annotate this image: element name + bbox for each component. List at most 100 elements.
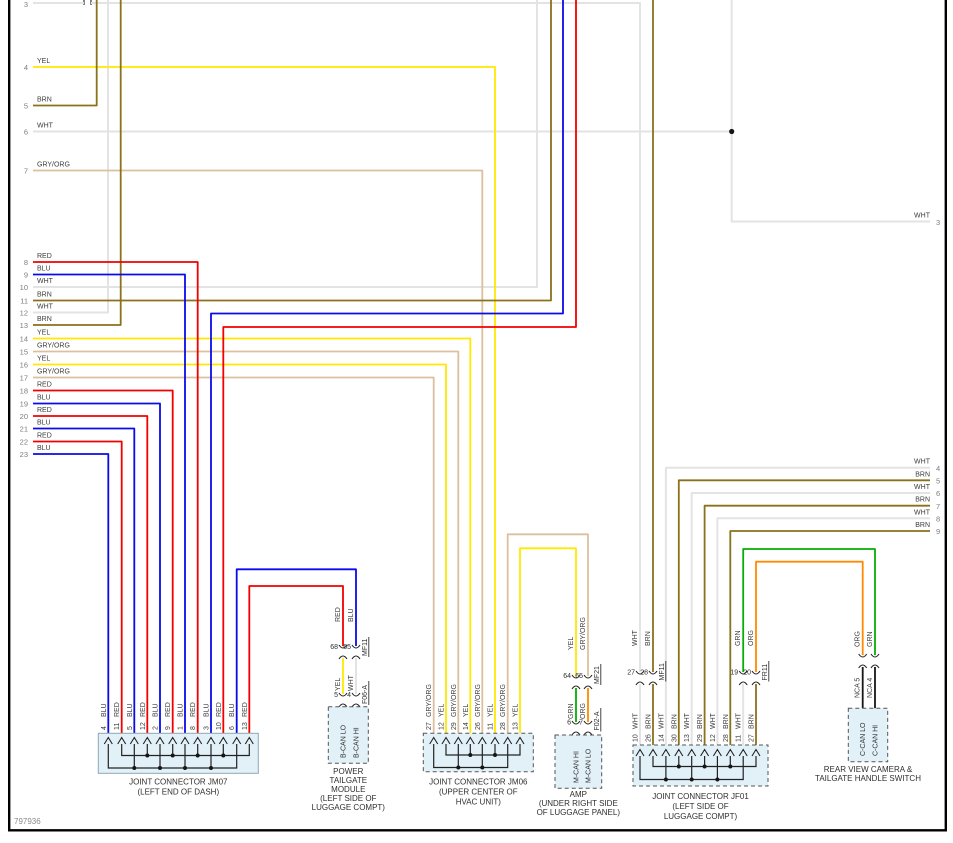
right-wire-color: WHT <box>914 459 931 466</box>
jf01-pin-color: BRN <box>646 714 653 729</box>
jm06-box <box>422 732 534 773</box>
bus-dot <box>195 753 200 758</box>
wire-jm07-6-mf11 <box>235 568 357 733</box>
amp-module: M-CAN HI M-CAN LO AMP (UNDER RIGHT SIDE … <box>537 734 620 817</box>
wires <box>33 0 930 745</box>
left-wire-color: BRN <box>37 316 52 323</box>
jm06-pin-number: 29 <box>451 722 458 730</box>
left-wire-color: YEL <box>37 330 50 337</box>
bus-dot <box>663 777 668 782</box>
jf01-pin-number: 14 <box>658 734 665 742</box>
wire-left-16 <box>33 363 447 733</box>
bus-dot <box>132 766 137 770</box>
wire-left-3b <box>91 2 641 672</box>
right-wire-color: WHT <box>914 509 931 516</box>
jm07-pin-number: 6 <box>229 726 236 730</box>
wire-jm07-13-mf11 <box>248 585 344 733</box>
jm07-pin-number: 5 <box>127 726 134 730</box>
jm07-pin-color: BLU <box>178 703 185 717</box>
jm06-pin-number: 13 <box>513 722 520 730</box>
bus-dot <box>702 764 707 769</box>
bus-dot <box>480 765 485 770</box>
jf01-pin-color: WHT <box>736 712 743 729</box>
wire-color-label: GRY/ORG <box>580 617 587 650</box>
left-wire-number: 4 <box>24 63 28 72</box>
mf11-right-pin: 28 <box>640 670 648 677</box>
ptm-caption: (LEFT SIDE OF <box>320 794 376 803</box>
jm07-pin-color: BLU <box>229 703 236 717</box>
wire-left-21 <box>33 427 136 733</box>
nca-pin-label: NCA 5 <box>855 678 862 698</box>
amp-caption: (UNDER RIGHT SIDE <box>539 799 618 808</box>
wire-right-3 <box>730 0 930 223</box>
f02a-symbols <box>571 720 593 736</box>
wire-right-8 <box>716 517 930 745</box>
wire-color-label: WHT <box>632 629 639 646</box>
connector-mf21: YEL GRY/ORG 64 65 MF21 GRN ORG <box>563 617 602 719</box>
wire-color-label: ORG <box>580 703 587 719</box>
jm07-pin-color: BLU <box>127 703 134 717</box>
jm06-pin-color: YEL <box>488 704 495 717</box>
nca-symbols <box>858 653 880 669</box>
diagram-number: 797936 <box>14 817 41 826</box>
jm06-pin-color: GRY/ORG <box>500 684 507 717</box>
mf11-left-name: MF11 <box>362 639 369 656</box>
page-frame <box>7 0 947 832</box>
wire-jm07-3-up <box>210 0 564 733</box>
jm06-pin-number: 27 <box>426 722 433 730</box>
left-wire-number: 19 <box>20 400 28 409</box>
right-wire-number: 5 <box>936 477 940 486</box>
mf11-right-name: MF11 <box>659 663 666 680</box>
jf01-pin-color: BRN <box>749 714 756 729</box>
jm07-pin-chevrons <box>103 736 254 745</box>
wire-left-13 <box>33 0 122 326</box>
right-wire-color: BRN <box>915 471 930 478</box>
jm07-location: (LEFT END OF DASH) <box>137 788 219 797</box>
jm07-pin-number: 2 <box>153 726 160 730</box>
left-wire-color: RED <box>37 382 52 389</box>
wire-left-9 <box>33 273 186 733</box>
camera-box <box>847 707 889 763</box>
camera-signal: C-CAN HI <box>873 725 880 756</box>
wire-right-5 <box>677 479 930 745</box>
jf01-pin-number: 10 <box>633 734 640 742</box>
jm06-pin-color: YEL <box>513 704 520 717</box>
jm07-pin-color: RED <box>140 702 147 717</box>
jm07-pin-number: 4 <box>101 726 108 730</box>
left-wire-number: 20 <box>20 412 28 421</box>
connector-f06a: 5 4 F06-A <box>334 681 370 708</box>
jm07-pin-number: 8 <box>190 726 197 730</box>
left-wire-number: 8 <box>24 258 28 267</box>
jf01-pin-color: WHT <box>684 712 691 729</box>
wire-jm07-10-up <box>222 0 577 733</box>
jm07-pin-color: BLU <box>204 703 211 717</box>
right-wire-number: 4 <box>936 464 940 473</box>
connector-f02a: 6 7 F02-A <box>567 708 602 736</box>
amp-box <box>554 734 603 789</box>
left-wire-color: GRY/ORG <box>37 369 70 376</box>
connector-jm06: GRY/ORG 27 YEL 12 GRY/ORG 29 YEL 14 GRY/ORG 2… <box>422 684 534 807</box>
left-wire-number: 11 <box>20 297 28 306</box>
wire-left-23 <box>33 453 110 733</box>
jm07-pin-number: 11 <box>114 723 121 730</box>
f02a-pin: 7 <box>579 720 583 727</box>
ptm-signal: B-CAN HI <box>354 727 361 758</box>
jf01-pin-color: WHT <box>658 712 665 729</box>
jf01-pin-color: BRN <box>671 714 678 729</box>
jf01-pin-number: 28 <box>723 734 730 742</box>
wire-color-label: YEL <box>568 637 575 650</box>
bus-dot <box>728 764 733 769</box>
jm06-pin-color: GRY/ORG <box>451 684 458 717</box>
left-wire-color: WHT <box>37 278 54 285</box>
wire-right-7 <box>703 504 930 745</box>
left-wire-number: 23 <box>20 450 28 459</box>
wire-left-19 <box>33 402 161 733</box>
left-wire-color: YEL <box>37 58 50 65</box>
f06a-pin: 4 <box>347 692 351 699</box>
jm06-pin-number: 14 <box>463 722 470 730</box>
jf01-location: (LEFT SIDE OF <box>672 802 728 811</box>
fr11-symbols <box>738 670 761 686</box>
jm06-location: (UPPER CENTER OF <box>439 788 518 797</box>
left-wire-number: 7 <box>24 167 28 176</box>
f02a-name: F02-A <box>594 711 601 730</box>
